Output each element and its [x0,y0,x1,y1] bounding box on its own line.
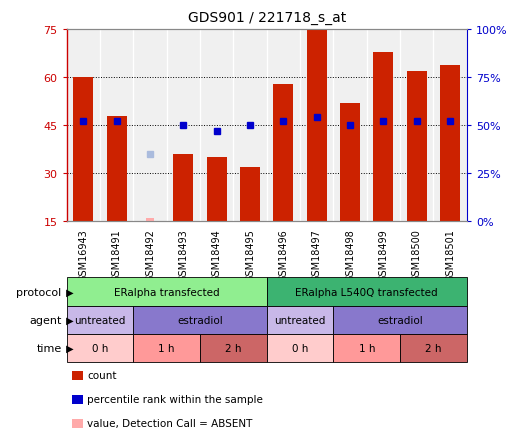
Text: 2 h: 2 h [225,343,242,353]
Text: ERalpha transfected: ERalpha transfected [114,287,220,297]
Bar [340,104,360,221]
Bar [407,72,427,221]
Bar [207,158,227,221]
Text: estradiol: estradiol [377,315,423,325]
Text: agent: agent [29,315,62,325]
Text: protocol: protocol [16,287,62,297]
Bar [240,167,260,221]
Text: ▶: ▶ [63,343,73,353]
Bar [273,85,293,221]
Text: estradiol: estradiol [177,315,223,325]
Text: ▶: ▶ [63,315,73,325]
Text: time: time [36,343,62,353]
Bar [107,116,127,221]
Text: 2 h: 2 h [425,343,442,353]
Text: percentile rank within the sample: percentile rank within the sample [87,395,263,404]
Text: value, Detection Call = ABSENT: value, Detection Call = ABSENT [87,418,252,428]
Text: ERalpha L540Q transfected: ERalpha L540Q transfected [295,287,438,297]
Bar [173,155,193,221]
Text: 1 h: 1 h [359,343,375,353]
Bar [307,30,327,221]
Text: 0 h: 0 h [292,343,308,353]
Text: untreated: untreated [74,315,126,325]
Text: 1 h: 1 h [159,343,175,353]
Bar [440,66,460,221]
Text: untreated: untreated [274,315,326,325]
Bar [373,53,393,221]
Bar [146,218,154,221]
Text: count: count [87,371,117,380]
Text: 0 h: 0 h [92,343,108,353]
Text: ▶: ▶ [63,287,73,297]
Title: GDS901 / 221718_s_at: GDS901 / 221718_s_at [188,11,346,25]
Bar [73,78,93,221]
